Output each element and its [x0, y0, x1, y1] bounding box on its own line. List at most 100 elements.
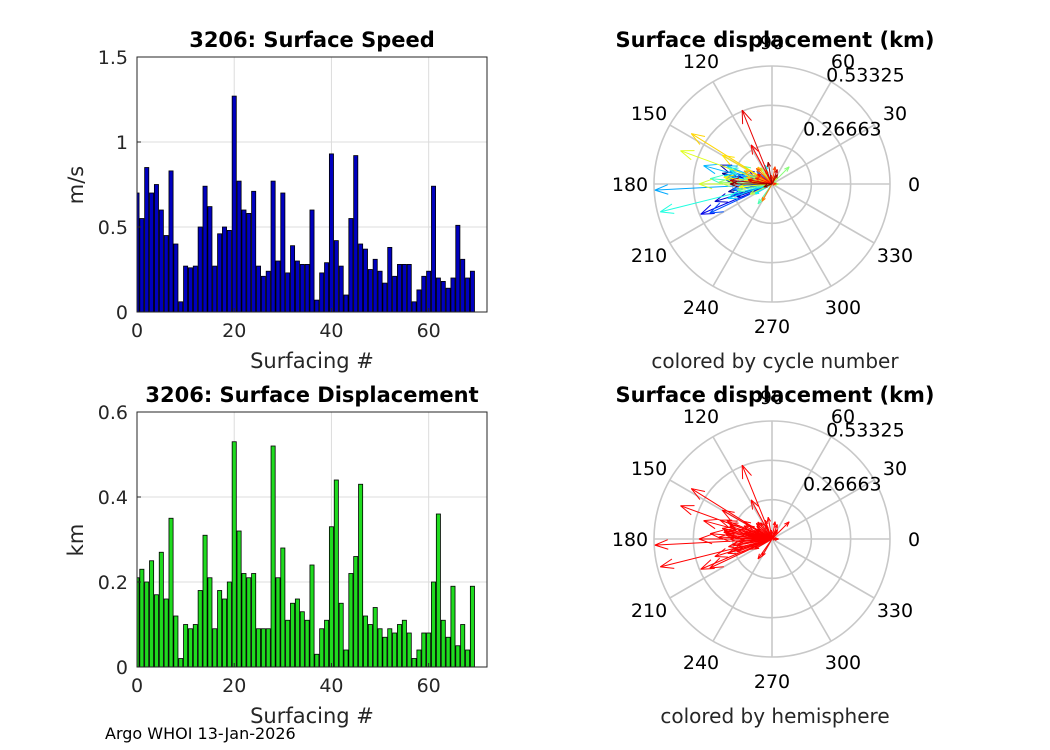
p4-arrow-head — [654, 544, 669, 550]
p4-arrow-shaft — [771, 521, 790, 540]
p3-arrow-head — [709, 202, 721, 214]
p4-arrow-head — [743, 525, 751, 527]
p3-angle-label: 60 — [831, 51, 855, 73]
p3-radius-label: 0.53325 — [826, 64, 905, 86]
p3-arrow-shaft — [771, 166, 776, 185]
p3-arrow-shaft — [757, 173, 773, 185]
speed-chart: 3206: Surface Speed 0 20 40 60 0 0.5 1 1.5 Sur… — [64, 28, 488, 373]
p1-bar — [158, 209, 164, 313]
p1-bar — [270, 180, 276, 313]
p3-arrow-head — [760, 167, 765, 171]
p1-bar — [290, 245, 296, 313]
p4-arrow — [660, 538, 773, 569]
p1-bar — [231, 95, 237, 313]
p4-arrow-head — [757, 528, 762, 531]
p1-bar — [367, 269, 373, 313]
p2-bar — [294, 598, 300, 668]
p3-arrow-shaft — [771, 166, 790, 185]
p2-bar — [372, 607, 378, 668]
p3-angle-label: 150 — [631, 103, 667, 125]
p3-arrow-head — [743, 170, 751, 172]
p4-angle-label: 90 — [760, 387, 784, 409]
p1-xtick-label: 0 — [131, 320, 143, 342]
p2-ytick-label: 0 — [116, 657, 128, 679]
p2-bar — [343, 649, 349, 668]
p2-bar — [421, 632, 427, 668]
p4-arrow-head — [698, 538, 713, 545]
p4-spoke — [771, 436, 832, 540]
p3-arrow-head — [761, 196, 764, 202]
p4-arrow-head — [755, 523, 759, 528]
p2-bar — [465, 649, 471, 668]
p3-arrow-head — [710, 178, 723, 185]
p2-bar — [149, 560, 155, 668]
p4-arrow-head — [750, 499, 754, 510]
p4-arrow-shaft — [741, 464, 773, 540]
p3-arrow — [755, 167, 773, 185]
p1-bar — [260, 275, 266, 313]
p3-arrow-head — [757, 200, 763, 205]
p3-arrow-head — [776, 174, 779, 179]
p2-xtick-label: 0 — [131, 675, 143, 697]
p1-bar — [217, 233, 223, 313]
p2-bar — [251, 573, 257, 668]
p1-bar — [401, 263, 407, 313]
p3-spoke — [771, 81, 832, 185]
p1-bar — [465, 277, 471, 313]
p4-arrow-head — [714, 548, 726, 557]
p3-angle-label: 180 — [612, 174, 648, 196]
p2-bar — [158, 551, 164, 668]
speed-ylabel: m/s — [64, 166, 88, 204]
p4-arrow-head — [710, 529, 724, 535]
p4-arrow-head — [764, 519, 769, 524]
p4-arrow-head — [760, 522, 765, 526]
p4-arrow — [771, 521, 777, 540]
p1-bar — [236, 180, 242, 313]
p3-angle-label: 120 — [683, 51, 719, 73]
p4-arrow-head — [703, 520, 716, 530]
p2-bar — [460, 624, 466, 668]
p2-bar — [285, 619, 291, 668]
p2-bar — [319, 628, 325, 668]
p1-xtick-label: 20 — [222, 320, 246, 342]
p1-bar — [411, 301, 417, 313]
p1-bar — [460, 258, 466, 313]
p4-angle-label: 150 — [631, 458, 667, 480]
p1-bar — [333, 240, 339, 313]
p4-arrow — [757, 528, 773, 540]
p2-ytick-label: 0.2 — [98, 572, 128, 594]
p2-bar — [358, 483, 364, 668]
p4-arrow-head — [703, 518, 718, 522]
p4-angle-label: 60 — [831, 406, 855, 428]
p3-arrow-head — [747, 178, 754, 181]
p1-bar — [426, 270, 432, 313]
p2-bar — [397, 624, 402, 668]
p1-bar — [377, 270, 383, 313]
p2-bar — [207, 577, 213, 668]
p1-bar — [343, 294, 349, 313]
p4-radius-label: 0.26663 — [803, 474, 882, 496]
p2-bar — [445, 636, 451, 668]
p1-bar — [328, 153, 334, 313]
speed-bars — [136, 95, 475, 313]
p3-arrow-head — [766, 162, 769, 168]
p3-arrow — [755, 177, 773, 185]
p1-bar — [163, 235, 169, 313]
p3-arrow-head — [700, 204, 712, 215]
p4-arrow-head — [690, 488, 701, 500]
p3-arrow-head — [741, 109, 752, 121]
p3-arrow-head — [770, 174, 774, 180]
p4-arrow — [763, 538, 773, 543]
p1-bar — [387, 246, 393, 313]
p3-arrow-head — [738, 186, 747, 190]
p4-arrow-head — [660, 566, 675, 569]
p4-arrow-head — [763, 539, 768, 543]
p3-angle-label: 240 — [683, 297, 719, 319]
p1-bar — [338, 265, 344, 313]
p3-arrow-head — [709, 211, 724, 214]
p2-bar — [392, 632, 398, 668]
p3-arrow-head — [729, 177, 740, 181]
p1-bar — [469, 270, 475, 313]
p3-arrow-shaft — [755, 177, 773, 185]
